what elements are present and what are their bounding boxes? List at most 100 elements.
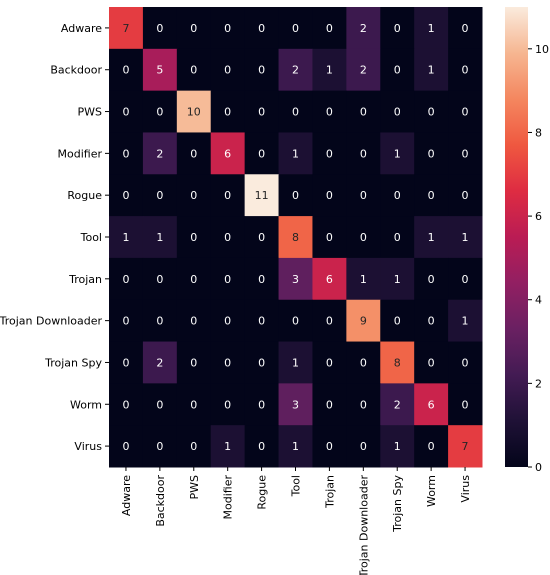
cell-value-label: 0: [258, 356, 265, 369]
cell-value-label: 8: [394, 356, 401, 369]
heatmap-cell: [210, 257, 246, 301]
heatmap-cell: [346, 132, 381, 175]
cell-value-label: 1: [360, 273, 367, 286]
heatmap-cell: [448, 174, 483, 217]
heatmap-cell: [346, 174, 381, 217]
heatmap-cell: [210, 48, 246, 92]
y-tick-label: Virus: [74, 440, 102, 453]
x-tick-label: Tool: [290, 475, 303, 497]
heatmap-cell: [176, 132, 212, 175]
cell-value-label: 0: [156, 22, 163, 35]
heatmap-cell: [142, 174, 178, 217]
cell-value-label: 1: [462, 231, 469, 244]
heatmap-cell: [244, 174, 280, 217]
cell-value-label: 1: [428, 64, 435, 77]
heatmap-cell: [346, 7, 381, 50]
cell-value-label: 0: [428, 147, 435, 160]
y-tick-label: Adware: [61, 22, 102, 35]
heatmap-cell: [380, 132, 415, 175]
cell-value-label: 0: [462, 64, 469, 77]
heatmap-cell: [176, 7, 212, 50]
cell-value-label: 0: [122, 315, 129, 328]
heatmap-cell: [210, 90, 246, 133]
cell-value-label: 0: [394, 231, 401, 244]
cell-value-label: 0: [326, 398, 333, 411]
y-tick-label: Trojan Spy: [44, 356, 102, 369]
heatmap-cell: [312, 90, 347, 133]
cell-value-label: 0: [326, 315, 333, 328]
heatmap-cell: [380, 48, 415, 92]
cell-value-label: 0: [428, 189, 435, 202]
heatmap-cell: [109, 7, 144, 50]
heatmap-cell: [244, 425, 280, 468]
heatmap-cell: [278, 174, 313, 217]
cell-value-label: 0: [156, 398, 163, 411]
heatmap-cell: [210, 174, 246, 217]
heatmap-cell: [346, 299, 381, 343]
y-tick-label: Trojan: [68, 273, 102, 286]
heatmap-cell: [448, 257, 483, 301]
cell-value-label: 0: [190, 356, 197, 369]
heatmap-cell: [414, 341, 449, 384]
heatmap-cell: [414, 132, 449, 175]
cell-value-label: 0: [326, 189, 333, 202]
cell-value-label: 0: [428, 273, 435, 286]
heatmap-cell: [210, 216, 246, 259]
heatmap-cell: [210, 425, 246, 468]
heatmap-cell: [414, 383, 449, 426]
heatmap-cell: [210, 299, 246, 343]
cell-value-label: 1: [462, 315, 469, 328]
heatmap-cell: [176, 216, 212, 259]
heatmap-cell: [176, 299, 212, 343]
x-tick-label: Backdoor: [154, 475, 167, 527]
heatmap-cell: [414, 90, 449, 133]
heatmap-cell: [109, 341, 144, 384]
cell-value-label: 0: [122, 189, 129, 202]
heatmap-cell: [380, 425, 415, 468]
cell-value-label: 1: [394, 440, 401, 453]
cell-value-label: 0: [462, 106, 469, 119]
cell-value-label: 1: [394, 147, 401, 160]
x-tick-label: Modifier: [222, 475, 235, 520]
cell-value-label: 6: [224, 147, 231, 160]
cell-value-label: 0: [292, 189, 299, 202]
heatmap-cell: [448, 425, 483, 468]
cell-value-label: 3: [292, 398, 299, 411]
heatmap-cell: [312, 299, 347, 343]
heatmap-cell: [142, 7, 178, 50]
cell-value-label: 0: [224, 106, 231, 119]
heatmap-cell: [244, 383, 280, 426]
cell-value-label: 10: [187, 106, 201, 119]
heatmap-cell: [380, 216, 415, 259]
cell-value-label: 9: [360, 315, 367, 328]
cell-value-label: 2: [292, 64, 299, 77]
colorbar-tick-label: 2: [535, 377, 542, 390]
heatmap-cell: [380, 174, 415, 217]
cell-value-label: 1: [292, 356, 299, 369]
heatmap-cell: [346, 216, 381, 259]
cell-value-label: 0: [360, 440, 367, 453]
heatmap-cell: [244, 90, 280, 133]
cell-value-label: 1: [224, 440, 231, 453]
heatmap-cell: [244, 216, 280, 259]
heatmap-cell: [109, 132, 144, 175]
cell-value-label: 0: [224, 356, 231, 369]
cell-value-label: 0: [258, 440, 265, 453]
heatmap-cell: [414, 299, 449, 343]
cell-value-label: 0: [190, 315, 197, 328]
cell-value-label: 0: [394, 22, 401, 35]
heatmap-cell: [346, 341, 381, 384]
heatmap-cell: [278, 90, 313, 133]
cell-value-label: 0: [462, 356, 469, 369]
heatmap-cell: [414, 257, 449, 301]
cell-value-label: 0: [258, 315, 265, 328]
cell-value-label: 2: [156, 147, 163, 160]
heatmap-cell: [176, 383, 212, 426]
x-tick-label: Trojan Spy: [391, 475, 404, 533]
heatmap-cell: [176, 48, 212, 92]
heatmap-cell: [210, 7, 246, 50]
heatmap-cell: [109, 257, 144, 301]
colorbar-tick-label: 8: [535, 126, 542, 139]
heatmap-cell: [312, 341, 347, 384]
x-tick-label: Rogue: [256, 475, 269, 510]
